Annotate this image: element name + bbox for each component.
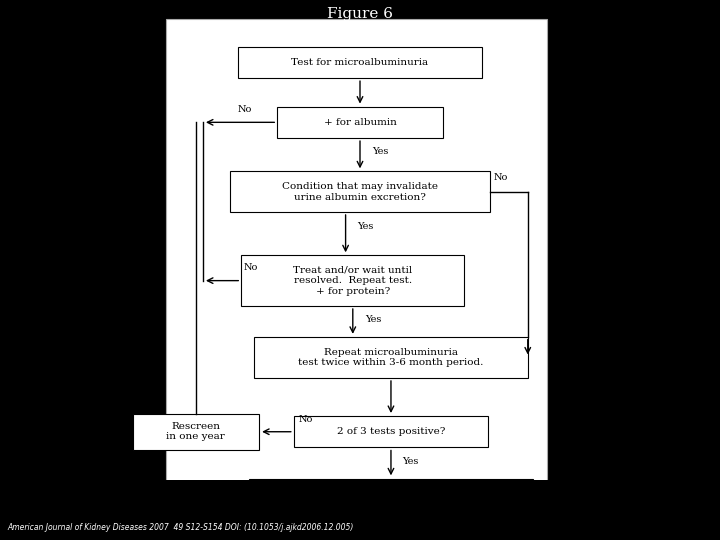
Text: Microalbuminuria, begin treatment: Microalbuminuria, begin treatment [298, 490, 484, 498]
Text: No: No [238, 105, 252, 114]
FancyBboxPatch shape [249, 478, 534, 510]
FancyBboxPatch shape [277, 107, 443, 138]
FancyBboxPatch shape [166, 19, 547, 518]
FancyBboxPatch shape [133, 414, 259, 450]
FancyBboxPatch shape [238, 47, 482, 78]
Text: Yes: Yes [365, 315, 381, 325]
FancyBboxPatch shape [241, 255, 464, 306]
Text: Yes: Yes [402, 457, 418, 466]
Text: No: No [299, 415, 313, 423]
Text: Yes: Yes [372, 146, 388, 156]
Text: 2 of 3 tests positive?: 2 of 3 tests positive? [337, 427, 445, 436]
Text: Yes: Yes [358, 222, 374, 231]
Text: Test for microalbuminuria: Test for microalbuminuria [292, 58, 428, 67]
Text: + for albumin: + for albumin [323, 118, 397, 127]
Text: Figure 6: Figure 6 [327, 7, 393, 21]
Text: American Journal of Kidney Diseases 2007  49 S12-S154 DOI: (10.1053/j.ajkd2006.1: American Journal of Kidney Diseases 2007… [7, 523, 354, 532]
FancyBboxPatch shape [294, 416, 488, 447]
Text: Treat and/or wait until
resolved.  Repeat test.
+ for protein?: Treat and/or wait until resolved. Repeat… [293, 266, 413, 295]
Text: No: No [493, 173, 508, 183]
Text: Repeat microalbuminuria
test twice within 3-6 month period.: Repeat microalbuminuria test twice withi… [298, 348, 484, 367]
FancyBboxPatch shape [230, 172, 490, 212]
Text: No: No [243, 264, 258, 273]
Text: Condition that may invalidate
urine albumin excretion?: Condition that may invalidate urine albu… [282, 182, 438, 201]
FancyBboxPatch shape [254, 337, 528, 378]
Text: Rescreen
in one year: Rescreen in one year [166, 422, 225, 441]
